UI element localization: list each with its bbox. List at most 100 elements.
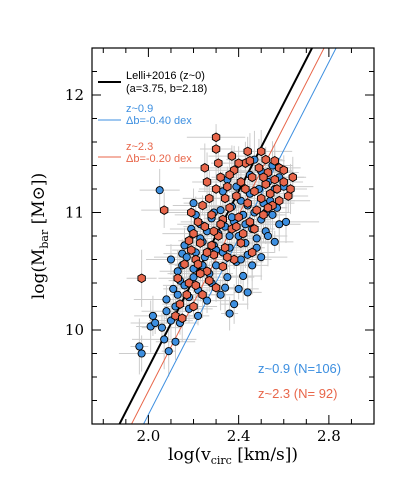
point-z09 <box>169 284 178 293</box>
point-z09 <box>166 255 176 264</box>
point-z23 <box>247 172 257 183</box>
x-tick-label: 2.4 <box>227 427 251 445</box>
point-z09 <box>239 271 248 281</box>
point-z09 <box>263 231 273 241</box>
point-z23 <box>137 273 146 284</box>
point-z09 <box>221 283 230 292</box>
y-tick-label: 10 <box>65 321 84 339</box>
x-tick-label: 2.8 <box>317 427 341 445</box>
point-z23 <box>234 212 243 223</box>
point-z09 <box>257 253 266 262</box>
point-z09 <box>155 186 164 195</box>
legend-label-z09: z~0.9 <box>126 103 153 115</box>
point-z23 <box>202 266 212 277</box>
point-z09 <box>236 255 245 264</box>
point-z09 <box>243 288 252 297</box>
point-z09 <box>151 318 160 328</box>
point-z23 <box>250 186 259 197</box>
point-z23 <box>261 179 270 190</box>
point-z09 <box>212 261 221 270</box>
point-z09 <box>135 342 144 351</box>
x-axis-title: log(vcirc [km/s]) <box>168 445 298 467</box>
point-z23 <box>286 184 295 194</box>
point-z23 <box>245 155 255 166</box>
point-z23 <box>243 146 252 157</box>
point-z23 <box>198 200 207 211</box>
point-z23 <box>245 217 255 227</box>
point-z23 <box>207 210 216 220</box>
y-tick-label: 12 <box>65 86 84 104</box>
point-z23 <box>187 207 196 218</box>
point-z23 <box>236 177 246 187</box>
point-z23 <box>200 163 209 173</box>
point-z09 <box>252 234 261 243</box>
point-z09 <box>225 309 234 318</box>
point-z23 <box>238 228 248 239</box>
point-z09 <box>137 349 146 358</box>
point-z09 <box>268 210 277 219</box>
point-z23 <box>193 259 203 270</box>
point-z23 <box>263 202 273 213</box>
point-z23 <box>193 217 203 227</box>
point-z23 <box>220 242 230 253</box>
point-z23 <box>182 289 191 300</box>
point-z23 <box>178 313 187 324</box>
point-z23 <box>261 154 270 165</box>
data-points <box>135 132 297 358</box>
point-z23 <box>187 245 196 255</box>
y-axis-title: log(Mbar [M⊙]) <box>29 173 51 299</box>
point-z23 <box>200 221 209 232</box>
point-z23 <box>218 261 228 272</box>
point-z23 <box>270 155 279 166</box>
point-z23 <box>288 172 297 183</box>
point-z09 <box>223 273 232 282</box>
point-z23 <box>180 259 189 270</box>
point-z09 <box>189 199 198 208</box>
point-z09 <box>164 347 173 356</box>
point-z23 <box>270 174 279 185</box>
point-z23 <box>205 193 214 204</box>
point-z23 <box>173 273 182 284</box>
point-z09 <box>234 284 243 293</box>
point-z23 <box>259 172 268 183</box>
point-z23 <box>216 219 225 230</box>
point-z09 <box>162 295 171 304</box>
point-z23 <box>198 289 207 300</box>
point-z23 <box>205 275 214 286</box>
point-z23 <box>232 191 241 201</box>
point-z23 <box>252 205 261 215</box>
point-z09 <box>216 290 225 299</box>
point-z23 <box>257 146 266 157</box>
point-z23 <box>211 282 221 293</box>
relation-line-0 <box>118 48 314 424</box>
point-z23 <box>250 224 259 234</box>
point-z23 <box>284 191 293 201</box>
point-z23 <box>184 278 194 288</box>
point-z23 <box>241 184 250 194</box>
point-z23 <box>243 198 252 208</box>
point-z23 <box>232 221 241 232</box>
point-z09 <box>173 290 182 299</box>
point-z09 <box>162 307 171 316</box>
point-z23 <box>223 252 232 262</box>
point-z23 <box>275 195 284 206</box>
point-z23 <box>211 184 221 194</box>
point-z09 <box>227 213 236 222</box>
point-z09 <box>275 220 284 229</box>
point-z23 <box>160 205 169 215</box>
point-z09 <box>248 261 257 270</box>
point-z23 <box>257 193 266 204</box>
point-z23 <box>272 184 282 194</box>
point-z09 <box>148 311 157 320</box>
point-z23 <box>189 228 198 239</box>
point-z23 <box>234 158 243 168</box>
point-z09 <box>157 323 166 332</box>
point-z23 <box>214 158 223 168</box>
point-z09 <box>203 296 212 305</box>
point-z23 <box>247 247 257 258</box>
count-label-z09: z~0.9 (N=106) <box>258 361 341 376</box>
point-z23 <box>236 238 246 248</box>
point-z09 <box>281 217 291 226</box>
point-z23 <box>279 177 288 187</box>
